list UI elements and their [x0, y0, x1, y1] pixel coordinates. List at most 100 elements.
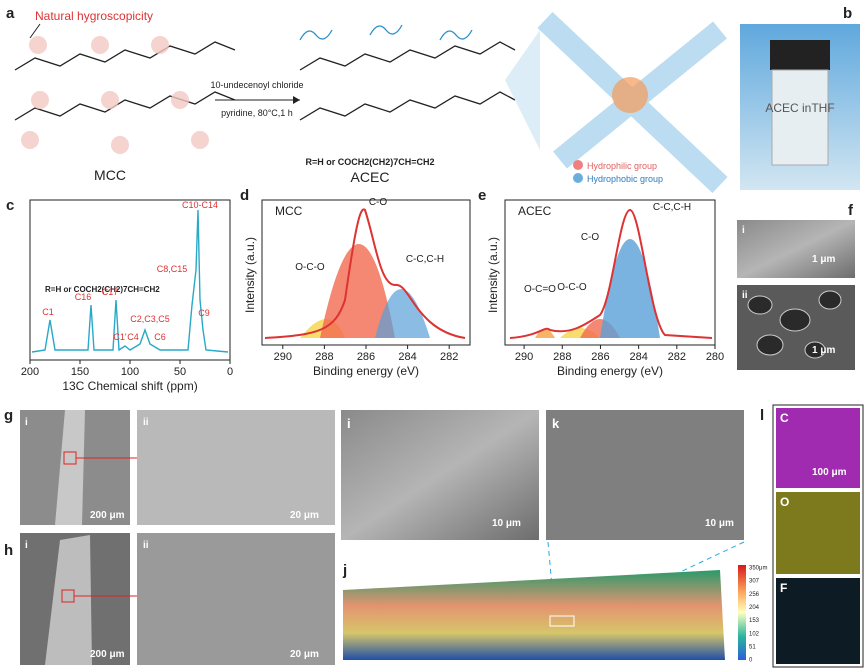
sem-image: [546, 410, 744, 540]
eds-map: [776, 408, 860, 488]
colorbar-label: 204: [749, 605, 760, 611]
fiber: [55, 410, 85, 525]
hydroxyl-marks: [21, 36, 209, 154]
peak-label: C9: [198, 308, 210, 318]
x-axis-label: Binding energy (eV): [313, 364, 419, 378]
peak-label: O-C-O: [557, 282, 587, 293]
acec-structure: [299, 24, 516, 121]
peak-label: O-C=O: [524, 284, 556, 295]
scale-bar-label: 200 μm: [90, 649, 125, 660]
zoom-cone: [505, 30, 540, 150]
colorbar-label: 307: [749, 579, 760, 585]
panel-label: g: [4, 407, 13, 424]
peak-label: C-C,C-H: [406, 254, 444, 265]
annotation: Natural hygroscopicity: [35, 9, 153, 23]
peak-label: C1': [113, 332, 127, 342]
x-tick-label: 288: [315, 351, 333, 363]
height-map: [343, 570, 725, 660]
legend-entry: Hydrophilic group: [587, 161, 657, 171]
peak-label: O-C-O: [295, 262, 325, 273]
x-tick-label: 50: [174, 366, 186, 378]
colorbar-label: 51: [749, 644, 756, 650]
colorbar-label: 153: [749, 618, 760, 624]
formula: R=H or COCH2(CH2)7CH=CH2: [45, 285, 160, 294]
xps-panel-d: d MCC: [240, 187, 471, 346]
mcc-label: MCC: [94, 167, 126, 183]
arrowhead: [293, 96, 300, 104]
fiber: [45, 535, 92, 665]
vial: [771, 69, 829, 166]
x-tick-label: 288: [553, 351, 571, 363]
spectrum: [264, 208, 466, 339]
fit-area: [375, 289, 430, 338]
scale-bar-label: 20 μm: [290, 649, 319, 660]
sem-image: [137, 533, 335, 665]
y-axis-label: Intensity (a.u.): [243, 237, 257, 313]
pores: [747, 290, 842, 359]
x-tick-label: 284: [398, 351, 416, 363]
x-tick-label: 290: [274, 351, 292, 363]
scale-bar-label: 10 μm: [492, 518, 521, 529]
reagent: 10-undecenoyl chloride: [210, 80, 303, 90]
panel-label: d: [240, 187, 249, 204]
element-label: C: [780, 411, 789, 425]
panel-label: f: [848, 202, 854, 219]
element-label: F: [780, 581, 787, 595]
conditions: pyridine, 80°C,1 h: [221, 108, 293, 118]
x-tick-label: 100: [121, 366, 139, 378]
legend-swatch: [573, 160, 583, 170]
eds-map: [776, 578, 860, 664]
xps-panel-e: e ACEC: [478, 187, 716, 346]
scale-bar-label: 200 μm: [90, 510, 125, 521]
peak-label: C2,C3,C5: [130, 314, 170, 324]
plot-frame: [504, 199, 716, 346]
sample-name: ACEC: [518, 204, 552, 218]
colorbar-label: 256: [749, 592, 760, 598]
colorbar: [738, 565, 746, 660]
peak-label: C1: [42, 307, 54, 317]
acec-label: ACEC: [351, 169, 390, 185]
sem-image: [341, 410, 539, 540]
scale-bar-label: 10 μm: [705, 518, 734, 529]
panel-label: k: [552, 416, 560, 431]
panel-label: j: [342, 562, 347, 579]
scale-bar-label: 20 μm: [290, 510, 319, 521]
colorbar-label: 102: [749, 631, 760, 637]
molecular-model: [537, 11, 728, 194]
x-tick-label: 200: [21, 366, 39, 378]
x-tick-label: 286: [357, 351, 375, 363]
x-axis-label: Binding energy (eV): [557, 364, 663, 378]
legend-entry: Hydrophobic group: [587, 174, 663, 184]
x-tick-label: 284: [629, 351, 647, 363]
sub-label: i: [25, 540, 28, 551]
zoom-box: [549, 615, 575, 627]
sub-label: i: [25, 417, 28, 428]
x-tick-label: 282: [668, 351, 686, 363]
panel-label: h: [4, 542, 13, 559]
peak-label: C8,C15: [157, 264, 188, 274]
vial-text: ACEC inTHF: [765, 101, 834, 115]
sub-label: ii: [143, 417, 149, 428]
formula: R=H or COCH2(CH2)7CH=CH2: [305, 157, 434, 167]
panel-label: e: [478, 187, 486, 204]
sub-label: i: [742, 225, 745, 236]
panel-label: c: [6, 197, 14, 214]
sem-image: [137, 410, 335, 525]
panel-label: l: [760, 407, 764, 424]
mcc-structure: [14, 41, 236, 121]
scale-bar-label: 1 μm: [812, 254, 835, 265]
sub-label: ii: [143, 540, 149, 551]
colorbar-label: 350μm: [749, 566, 767, 572]
spectrum: [31, 209, 229, 353]
peak-label: C4: [127, 332, 139, 342]
x-tick-label: 280: [706, 351, 724, 363]
x-tick-label: 286: [591, 351, 609, 363]
x-tick-label: 0: [227, 366, 233, 378]
peak-label: C6: [154, 332, 166, 342]
peak-label: C-C,C-H: [653, 202, 691, 213]
sub-label: ii: [742, 290, 748, 301]
peak-label: C17: [102, 287, 119, 297]
colorbar-label: 0: [749, 658, 753, 664]
x-tick-label: 290: [515, 351, 533, 363]
